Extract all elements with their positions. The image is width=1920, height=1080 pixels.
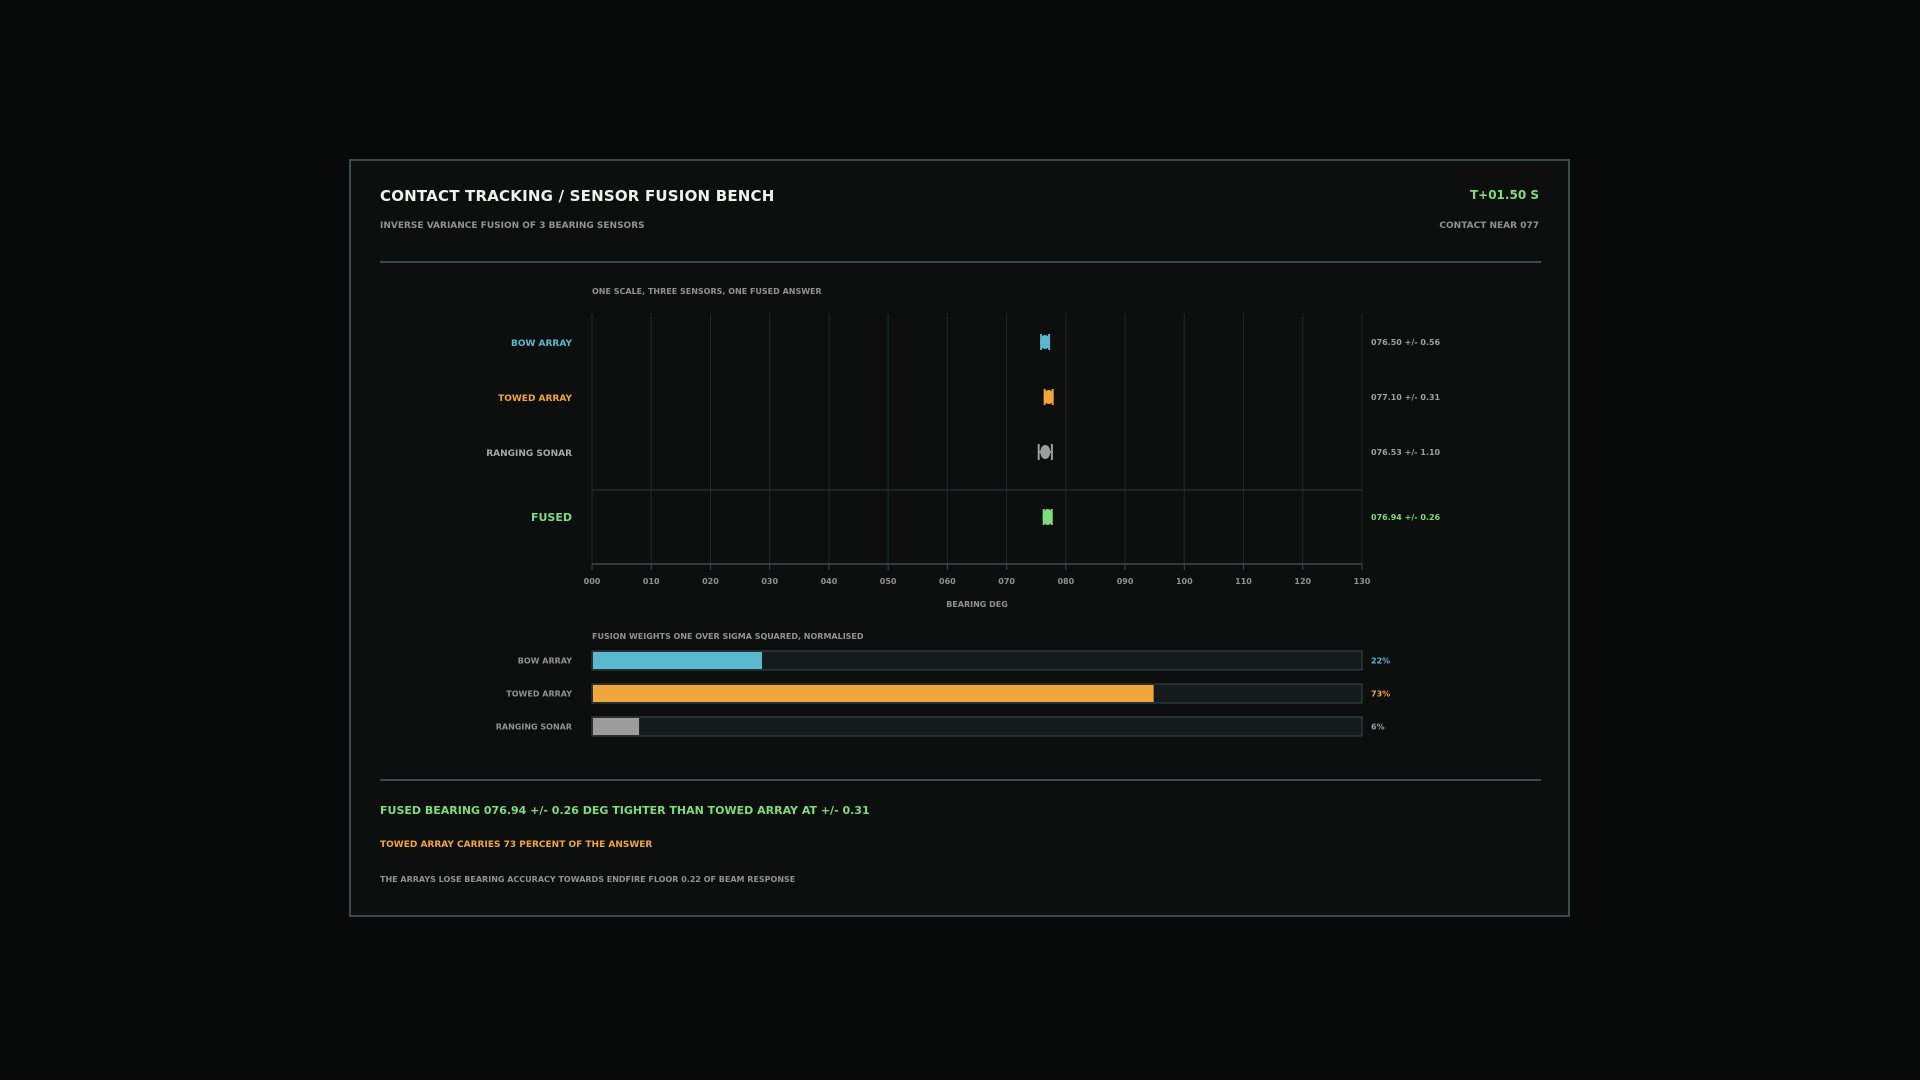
weight-value-bow-array: 22% bbox=[1371, 657, 1390, 666]
weights-chart-svg: BOW ARRAY 22% TOWED ARRAY 73% RANGING SONAR 6… bbox=[496, 650, 1390, 737]
value-label-towed-array: 077.10 +/- 0.31 bbox=[1371, 393, 1441, 402]
row-label-fused: FUSED bbox=[531, 511, 572, 524]
weight-label-towed-array: TOWED ARRAY bbox=[506, 690, 572, 699]
time-readout: T+01.50 S bbox=[1469, 188, 1539, 202]
x-axis-label: BEARING DEG bbox=[946, 600, 1008, 609]
bearing-chart-svg: 000 010 020 030 040 050 060 070 080 090 100 110 120 1… bbox=[486, 313, 1441, 609]
x-tick-label: 030 bbox=[761, 577, 778, 586]
x-tick-label: 130 bbox=[1354, 577, 1371, 586]
contact-readout: CONTACT NEAR 077 bbox=[1439, 221, 1539, 231]
endfire-note: THE ARRAYS LOSE BEARING ACCURACY TOWARDS… bbox=[380, 875, 796, 884]
value-label-bow-array: 076.50 +/- 0.56 bbox=[1371, 338, 1441, 347]
x-tick-label: 100 bbox=[1176, 577, 1193, 586]
value-label-fused: 076.94 +/- 0.26 bbox=[1371, 513, 1441, 522]
weight-bar-bow-array bbox=[593, 652, 762, 669]
bearing-point-ranging-sonar bbox=[1040, 445, 1051, 459]
weight-bar-towed-array bbox=[593, 685, 1154, 702]
page-title: CONTACT TRACKING / SENSOR FUSION BENCH bbox=[380, 187, 775, 205]
weight-value-towed-array: 73% bbox=[1371, 690, 1390, 699]
x-tick-label: 070 bbox=[998, 577, 1015, 586]
fusion-bench-panel: CONTACT TRACKING / SENSOR FUSION BENCH I… bbox=[349, 159, 1570, 917]
bearing-point-bow-array bbox=[1040, 335, 1051, 349]
bearing-point-towed-array bbox=[1043, 390, 1054, 404]
weight-label-bow-array: BOW ARRAY bbox=[518, 657, 572, 666]
weights-chart-title: FUSION WEIGHTS ONE OVER SIGMA SQUARED, N… bbox=[592, 632, 864, 641]
x-tick-label: 000 bbox=[584, 577, 601, 586]
weight-label-ranging-sonar: RANGING SONAR bbox=[496, 723, 572, 732]
summary-divider bbox=[380, 779, 1541, 781]
row-label-towed-array: TOWED ARRAY bbox=[498, 394, 572, 404]
x-tick-label: 050 bbox=[880, 577, 897, 586]
weight-bar-ranging-sonar bbox=[593, 718, 640, 735]
header-divider bbox=[380, 261, 1541, 263]
bearing-chart-title: ONE SCALE, THREE SENSORS, ONE FUSED ANSW… bbox=[592, 287, 822, 296]
x-tick-label: 060 bbox=[939, 577, 956, 586]
x-tick-label: 080 bbox=[1057, 577, 1074, 586]
bearing-point-fused bbox=[1042, 509, 1053, 525]
weight-value-ranging-sonar: 6% bbox=[1371, 723, 1385, 732]
page-subtitle: INVERSE VARIANCE FUSION OF 3 BEARING SEN… bbox=[380, 221, 645, 231]
x-tick-label: 090 bbox=[1117, 577, 1134, 586]
bearing-chart: 000 010 020 030 040 050 060 070 080 090 100 110 120 1… bbox=[351, 161, 1568, 915]
x-tick-label: 110 bbox=[1235, 577, 1252, 586]
value-label-ranging-sonar: 076.53 +/- 1.10 bbox=[1371, 448, 1441, 457]
weights-chart: BOW ARRAY 22% TOWED ARRAY 73% RANGING SONAR 6… bbox=[351, 161, 1568, 915]
weight-track-bow-array bbox=[591, 650, 1363, 671]
weight-track-ranging-sonar bbox=[591, 716, 1363, 737]
x-tick-label: 120 bbox=[1294, 577, 1311, 586]
x-tick-label: 010 bbox=[643, 577, 660, 586]
row-label-bow-array: BOW ARRAY bbox=[511, 339, 573, 349]
fused-summary: FUSED BEARING 076.94 +/- 0.26 DEG TIGHTE… bbox=[380, 804, 870, 817]
x-tick-label: 040 bbox=[821, 577, 838, 586]
row-label-ranging-sonar: RANGING SONAR bbox=[486, 449, 572, 459]
weight-summary: TOWED ARRAY CARRIES 73 PERCENT OF THE AN… bbox=[380, 840, 653, 850]
x-tick-label: 020 bbox=[702, 577, 719, 586]
